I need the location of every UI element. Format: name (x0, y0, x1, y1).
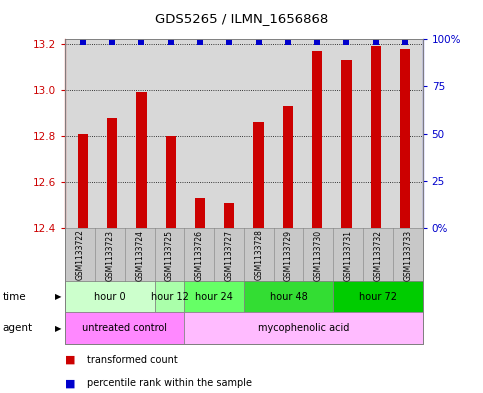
Text: GSM1133723: GSM1133723 (105, 230, 114, 281)
Text: hour 12: hour 12 (151, 292, 188, 302)
Bar (107, 118, 117, 228)
Text: ■: ■ (65, 378, 76, 388)
Text: hour 0: hour 0 (94, 292, 126, 302)
Bar (166, 136, 176, 228)
Bar (78, 134, 88, 228)
Bar (195, 198, 205, 228)
Text: GSM1133724: GSM1133724 (135, 230, 144, 281)
Text: percentile rank within the sample: percentile rank within the sample (87, 378, 252, 388)
Bar (341, 60, 352, 228)
Text: GSM1133731: GSM1133731 (344, 230, 353, 281)
Text: ▶: ▶ (55, 292, 61, 301)
Text: GSM1133727: GSM1133727 (225, 230, 233, 281)
Text: GSM1133725: GSM1133725 (165, 230, 174, 281)
Text: GSM1133733: GSM1133733 (403, 230, 412, 281)
Text: ■: ■ (65, 354, 76, 365)
Text: GSM1133728: GSM1133728 (255, 230, 263, 281)
Bar (312, 51, 322, 228)
Text: GSM1133729: GSM1133729 (284, 230, 293, 281)
Text: hour 48: hour 48 (270, 292, 308, 302)
Text: untreated control: untreated control (82, 323, 167, 333)
Bar (224, 203, 234, 228)
Bar (254, 122, 264, 228)
Text: mycophenolic acid: mycophenolic acid (258, 323, 349, 333)
Text: agent: agent (2, 323, 32, 333)
Text: GSM1133722: GSM1133722 (76, 230, 85, 281)
Text: GSM1133726: GSM1133726 (195, 230, 204, 281)
Text: hour 72: hour 72 (359, 292, 397, 302)
Text: ▶: ▶ (55, 324, 61, 332)
Bar (283, 106, 293, 228)
Text: GSM1133732: GSM1133732 (373, 230, 383, 281)
Bar (136, 92, 146, 228)
Bar (400, 48, 410, 228)
Text: GSM1133730: GSM1133730 (314, 230, 323, 281)
Text: transformed count: transformed count (87, 354, 178, 365)
Text: GDS5265 / ILMN_1656868: GDS5265 / ILMN_1656868 (155, 12, 328, 25)
Bar (370, 46, 381, 228)
Text: hour 24: hour 24 (195, 292, 233, 302)
Text: time: time (2, 292, 26, 302)
